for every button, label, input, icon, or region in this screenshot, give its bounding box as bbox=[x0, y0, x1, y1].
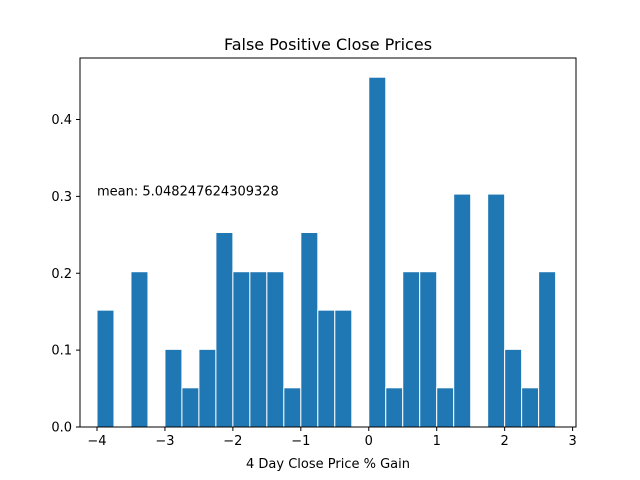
x-tick-label-5: 1 bbox=[433, 434, 441, 449]
y-axis-ticks: 0.0 0.1 0.2 0.3 0.4 bbox=[51, 113, 80, 436]
bar-16 bbox=[419, 271, 438, 428]
bar-3 bbox=[181, 387, 200, 428]
x-tick-label-3: −1 bbox=[291, 434, 310, 449]
x-tick-label-7: 3 bbox=[568, 434, 576, 449]
bar-20 bbox=[504, 348, 523, 428]
bar-19 bbox=[487, 193, 506, 428]
x-tick-label-4: 0 bbox=[365, 434, 373, 449]
bar-13 bbox=[368, 76, 387, 428]
bar-14 bbox=[385, 387, 404, 428]
axes-frame bbox=[79, 57, 577, 428]
bar-4 bbox=[198, 348, 217, 428]
bar-0 bbox=[96, 309, 115, 428]
bar-11 bbox=[317, 309, 336, 428]
bar-9 bbox=[283, 387, 302, 428]
bar-15 bbox=[402, 271, 421, 428]
x-tick-label-2: −2 bbox=[223, 434, 242, 449]
bar-12 bbox=[334, 309, 353, 428]
bar-17 bbox=[436, 387, 455, 428]
y-tick-label-1: 0.1 bbox=[51, 344, 72, 359]
x-tick-label-1: −3 bbox=[155, 434, 174, 449]
bar-10 bbox=[300, 232, 319, 428]
bar-8 bbox=[266, 271, 285, 428]
y-tick-label-2: 0.2 bbox=[51, 267, 72, 282]
mean-annotation: mean: 5.048247624309328 bbox=[97, 184, 279, 199]
y-tick-label-3: 0.3 bbox=[51, 190, 72, 205]
y-tick-label-4: 0.4 bbox=[51, 113, 72, 128]
bar-6 bbox=[232, 271, 251, 428]
bar-1 bbox=[130, 271, 149, 428]
chart-title: False Positive Close Prices bbox=[224, 35, 432, 54]
bar-18 bbox=[453, 193, 472, 428]
bar-5 bbox=[215, 232, 234, 428]
bar-2 bbox=[164, 348, 183, 428]
bar-7 bbox=[249, 271, 268, 428]
y-tick-label-0: 0.0 bbox=[51, 421, 72, 436]
bar-group bbox=[96, 76, 557, 428]
bar-22 bbox=[538, 271, 557, 428]
bar-21 bbox=[521, 387, 540, 428]
x-axis-label: 4 Day Close Price % Gain bbox=[246, 457, 410, 472]
x-tick-label-0: −4 bbox=[87, 434, 106, 449]
x-axis-ticks: −4 −3 −2 −1 0 1 2 3 bbox=[87, 427, 577, 449]
x-tick-label-6: 2 bbox=[501, 434, 509, 449]
